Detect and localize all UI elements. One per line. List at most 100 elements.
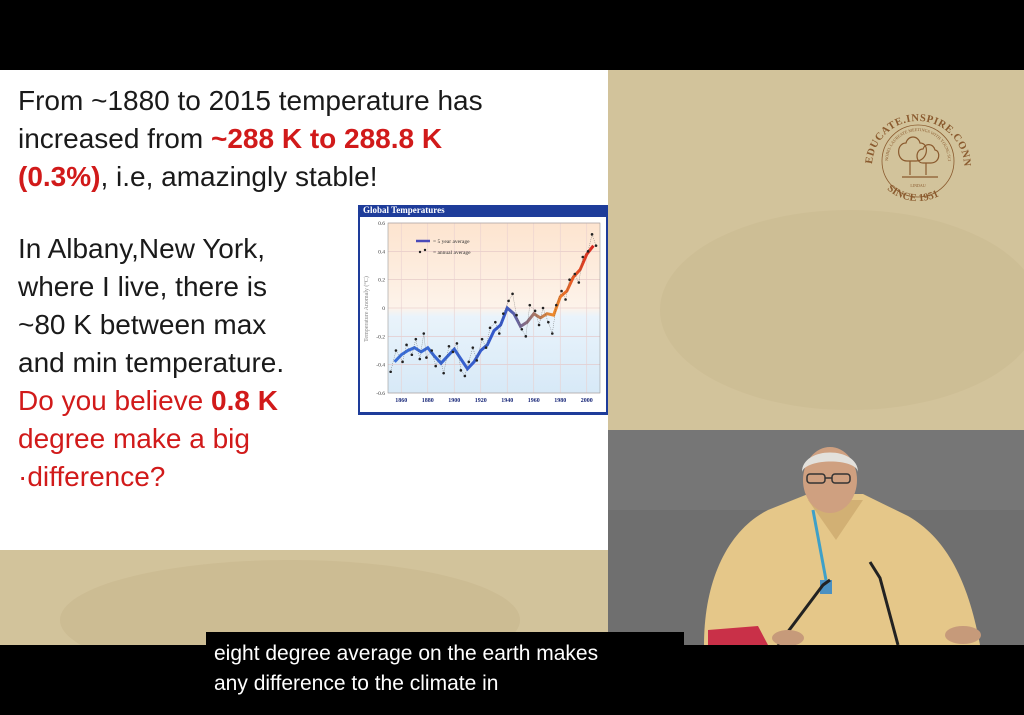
- annual-average-point: [447, 344, 451, 348]
- annual-average-point: [401, 360, 404, 364]
- subtitle-line-1: eight degree average on the earth makes: [214, 642, 599, 665]
- series-5-year-average: [393, 244, 595, 372]
- y-tick-label: 0: [382, 306, 385, 312]
- annual-average-point: [547, 320, 550, 324]
- x-tick-label: 1940: [501, 398, 513, 404]
- annual-average-point: [494, 320, 497, 324]
- y-tick-label: -0.2: [376, 334, 385, 340]
- lindau-seal: EDUCATE.INSPIRE.CONNECT. NOBEL LAUREATE …: [854, 87, 978, 225]
- annual-average-point: [511, 292, 514, 296]
- annual-average-point: [455, 342, 459, 345]
- annual-average-point: [537, 323, 541, 327]
- annual-average-point: [425, 356, 428, 359]
- annual-average-point: [524, 335, 528, 338]
- annual-average-point: [507, 299, 510, 303]
- annual-average-point: [438, 354, 441, 358]
- annual-average-point: [586, 250, 590, 253]
- legend-label: = annual average: [433, 250, 471, 256]
- subtitle-box: eight degree average on the earth makes …: [206, 632, 684, 700]
- annual-average-point: [590, 233, 594, 236]
- x-tick-label: 1860: [395, 398, 407, 404]
- annual-average-point: [533, 309, 537, 313]
- slide-highlight: 0.8 K: [211, 385, 278, 416]
- subtitle-line-2: any difference to the climate in: [214, 672, 499, 695]
- series-annual-average-line: [390, 233, 597, 377]
- annual-average-point: [430, 349, 434, 352]
- speaker-hand: [772, 630, 804, 645]
- annual-average-point: [389, 370, 392, 374]
- annual-average-point: [528, 303, 532, 307]
- annual-average-point: [560, 289, 563, 293]
- speaker-hand: [945, 626, 981, 644]
- annual-average-point: [568, 278, 571, 281]
- annual-average-point: [442, 371, 445, 375]
- x-tick-label: 2000: [581, 398, 593, 404]
- annual-average-point: [422, 332, 426, 335]
- chart-svg: -0.6 -0.4 -0.2 0 0.2 0.4 0.6 1860 1880 1900 1920 19…: [363, 221, 601, 404]
- legend-swatch-annual: [423, 248, 427, 252]
- slide-question: degree make a big ·difference?: [18, 423, 250, 492]
- annual-average-point: [405, 343, 408, 347]
- microphone-icon: [868, 561, 900, 645]
- annual-average-point: [581, 255, 585, 259]
- x-tick-label: 1900: [448, 398, 460, 404]
- annual-average-point: [577, 281, 581, 284]
- chart-plot-area: -0.6 -0.4 -0.2 0 0.2 0.4 0.6 1860 1880 1900 1920 19…: [360, 217, 606, 412]
- speaker-face: [803, 447, 857, 513]
- y-tick-label: -0.4: [376, 363, 385, 369]
- legend-label: = 5 year average: [433, 239, 470, 245]
- microphone-icon: [776, 578, 831, 645]
- annual-average-point: [471, 346, 475, 349]
- annual-average-point: [451, 350, 455, 354]
- x-tick-label: 1960: [528, 398, 540, 404]
- chart-title: Global Temperatures: [363, 205, 445, 215]
- background-texture: [660, 210, 1024, 410]
- speaker-image: [608, 430, 1024, 645]
- slide-highlight: ~288 K to 288.8 K (0.3%): [18, 123, 443, 192]
- lanyard: [811, 509, 828, 581]
- seal-lindau: LINDAU: [910, 183, 925, 188]
- slide-paragraph-2: In Albany,New York, where I live, there …: [18, 230, 284, 496]
- legend-swatch-annual: [418, 250, 422, 254]
- top-letterbox: [0, 0, 1024, 70]
- annual-average-point: [594, 244, 598, 247]
- slide-paragraph-1: From ~1880 to 2015 temperature has incre…: [18, 82, 483, 196]
- slide-question: Do you believe: [18, 385, 212, 416]
- annual-average-point: [463, 374, 467, 378]
- annual-average-point: [414, 337, 418, 341]
- annual-average-point: [484, 346, 488, 349]
- temperature-chart: Global Temperatures -0.6 -0.4 -0.2 0 0: [358, 205, 608, 415]
- annual-average-point: [434, 364, 437, 368]
- lectern: [708, 626, 768, 645]
- y-tick-label: 0.6: [378, 221, 385, 227]
- annual-average-point: [475, 359, 479, 362]
- annual-average-point: [480, 337, 484, 341]
- annual-average-point: [459, 369, 463, 372]
- annual-average-point: [394, 349, 398, 352]
- slide-text: , i.e, amazingly stable!: [100, 161, 378, 192]
- y-tick-label: 0.2: [378, 278, 385, 284]
- speaker-hair: [802, 452, 858, 472]
- annual-average-point: [501, 312, 505, 315]
- speaker-video: [608, 430, 1024, 645]
- x-tick-label: 1920: [475, 398, 487, 404]
- annual-average-point: [551, 332, 554, 335]
- annual-average-point: [410, 353, 414, 357]
- tree-icon: [898, 136, 940, 178]
- annual-average-point: [488, 326, 492, 330]
- speaker-shirt: [704, 494, 980, 645]
- annual-average-point: [498, 332, 501, 335]
- slide-text: In Albany,New York, where I live, there …: [18, 233, 285, 378]
- annual-average-point: [573, 272, 577, 276]
- y-axis-label: Temperature Anomaly (°C): [363, 276, 370, 342]
- annual-average-point: [515, 313, 518, 317]
- plot-border: [387, 222, 601, 394]
- annual-average-point: [467, 360, 471, 364]
- y-tick-label: 0.4: [378, 249, 385, 255]
- slide-text: From ~1880 to 2015 temperature has incre…: [18, 85, 483, 154]
- y-tick-label: -0.6: [376, 391, 385, 397]
- annual-average-point: [520, 327, 524, 331]
- annual-average-point: [564, 298, 567, 301]
- annual-average-point: [541, 306, 545, 310]
- x-tick-label: 1980: [554, 398, 566, 404]
